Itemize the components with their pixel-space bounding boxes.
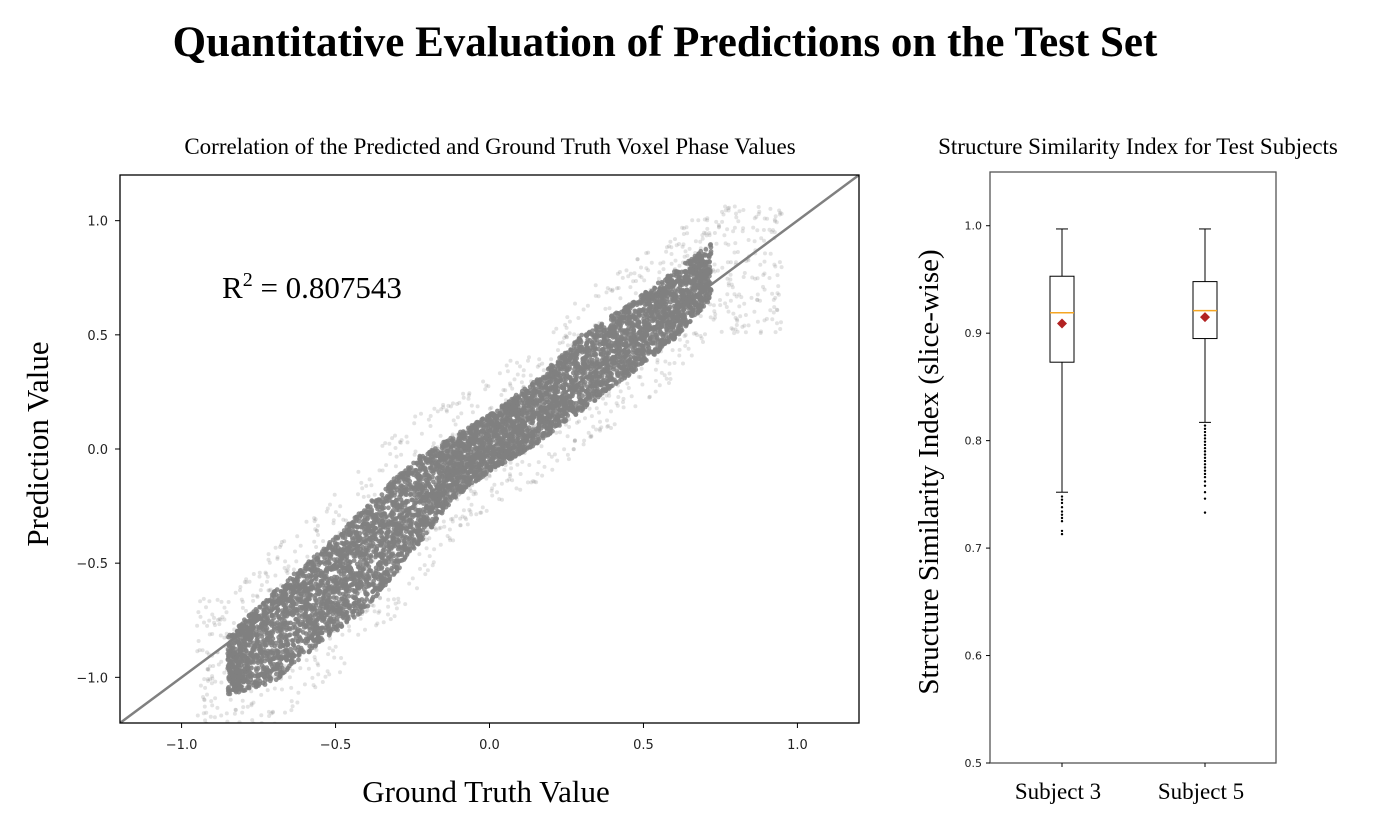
- scatter-point: [254, 608, 260, 614]
- scatter-point: [674, 277, 680, 283]
- scatter-point: [431, 470, 436, 476]
- scatter-point: [331, 595, 337, 600]
- scatter-point: [579, 332, 585, 338]
- scatter-point: [376, 576, 381, 582]
- scatter-point: [309, 608, 315, 613]
- scatter-point: [608, 333, 613, 339]
- scatter-point: [319, 630, 325, 636]
- boxplot-title: Structure Similarity Index for Test Subj…: [938, 134, 1338, 159]
- scatter-point: [346, 545, 352, 550]
- scatter-point: [402, 555, 408, 561]
- scatter-point: [601, 333, 607, 339]
- scatter-point: [314, 600, 320, 606]
- scatter-point: [259, 672, 264, 678]
- scatter-point: [253, 632, 259, 638]
- scatter-point: [375, 591, 380, 597]
- scatter-point: [341, 528, 347, 533]
- scatter-point: [564, 366, 570, 372]
- figure-title: Quantitative Evaluation of Predictions o…: [172, 19, 1158, 66]
- scatter-point: [291, 571, 297, 577]
- scatter-point: [273, 677, 279, 683]
- scatter-point: [408, 524, 414, 530]
- scatter-point: [245, 679, 251, 685]
- scatter-point: [364, 571, 370, 577]
- scatter-point: [708, 249, 714, 254]
- scatter-point: [295, 578, 301, 583]
- scatter-point: [660, 333, 666, 339]
- scatter-point: [608, 343, 614, 348]
- scatter-point: [301, 649, 306, 655]
- scatter-point: [655, 280, 661, 286]
- scatter-point: [270, 636, 276, 642]
- scatter-point: [262, 643, 268, 648]
- scatter-point: [444, 453, 449, 459]
- scatter-point: [330, 611, 336, 617]
- scatter-plot: −1.0 −0.5 0.0 0.5 1.0 1.00.50.0−0.5−1.0 R2 =…: [20, 174, 860, 809]
- scatter-point: [341, 541, 347, 547]
- scatter-point: [292, 645, 298, 651]
- scatter-point: [510, 445, 516, 450]
- scatter-point: [353, 600, 358, 606]
- scatter-point: [381, 547, 387, 553]
- scatter-point: [353, 595, 358, 600]
- scatter-point: [687, 318, 693, 324]
- scatter-point: [424, 522, 429, 528]
- scatter-point: [300, 630, 306, 635]
- scatter-point: [703, 253, 708, 258]
- scatter-point: [327, 590, 333, 596]
- scatter-point: [260, 601, 266, 607]
- scatter-point: [262, 682, 268, 687]
- scatter-point: [671, 298, 677, 304]
- scatter-point: [322, 574, 328, 580]
- scatter-point: [467, 468, 473, 474]
- scatter-point: [307, 643, 313, 649]
- scatter-point: [384, 567, 390, 572]
- scatter-point: [335, 627, 340, 633]
- scatter-point: [703, 247, 709, 252]
- scatter-title: Correlation of the Predicted and Ground …: [184, 134, 796, 159]
- scatter-point: [359, 510, 364, 516]
- scatter-point: [623, 331, 629, 337]
- scatter-point: [386, 505, 391, 511]
- scatter-point: [303, 623, 309, 629]
- scatter-point: [254, 637, 260, 643]
- scatter-point: [641, 298, 647, 303]
- scatter-point: [411, 545, 417, 551]
- scatter-point: [384, 498, 390, 504]
- scatter-point: [377, 539, 383, 544]
- scatter-point: [578, 389, 583, 395]
- scatter-point: [407, 467, 412, 472]
- scatter-point: [659, 324, 665, 329]
- scatter-point: [317, 589, 322, 594]
- scatter-point: [324, 547, 329, 552]
- scatter-point: [296, 657, 301, 663]
